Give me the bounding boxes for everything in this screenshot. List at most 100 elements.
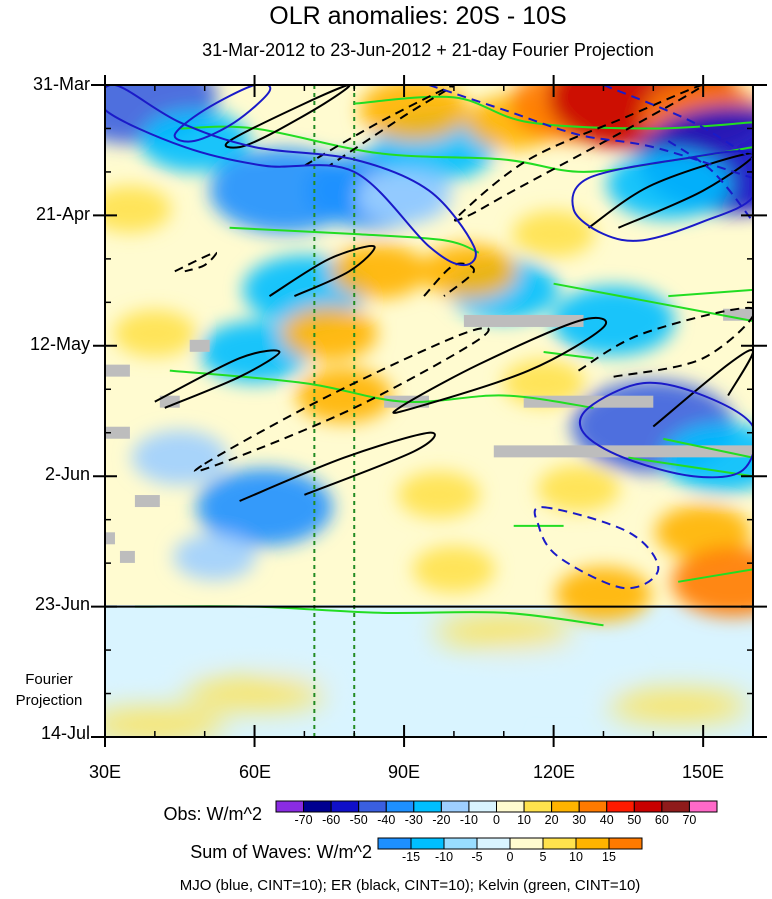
wave-colorbar-label: 10: [569, 850, 583, 864]
kelvin-contour: [543, 351, 594, 360]
olr-anomaly-cell: [331, 244, 428, 299]
obs-colorbar-swatch: [523, 800, 553, 813]
obs-colorbar-swatch: [468, 800, 497, 813]
olr-anomaly-field: [105, 85, 753, 622]
obs-colorbar-swatch: [551, 800, 580, 813]
obs-colorbar-swatch: [330, 800, 360, 813]
obs-colorbar-label: -10: [459, 813, 478, 827]
obs-colorbar-label: 10: [517, 813, 532, 827]
wave-colorbar-label: -15: [401, 850, 421, 864]
obs-colorbar-swatch: [275, 800, 305, 813]
wave-colorbar-swatch: [443, 837, 478, 850]
er-contour: [224, 85, 351, 149]
projection-cell: [359, 689, 499, 722]
projection-cell: [184, 677, 325, 710]
olr-anomaly-cell: [359, 85, 469, 141]
y-tick-label-21-apr: 21-Apr: [35, 204, 90, 224]
obs-colorbar-label: -50: [349, 813, 368, 827]
olr-anomaly-cell: [397, 471, 481, 519]
wave-colorbar-label: 5: [539, 850, 547, 864]
kelvin-contour: [354, 95, 753, 130]
y-tick-label-12-may: 12-May: [29, 334, 90, 354]
plot-frame: [104, 84, 754, 738]
wave-colorbar-label: 0: [506, 850, 514, 864]
er-contour: [239, 431, 436, 502]
obs-colorbar-swatch: [578, 800, 608, 813]
wave-colorbar-label: -10: [434, 850, 454, 864]
obs-colorbar-swatch: [661, 800, 690, 813]
olr-anomaly-cell: [105, 185, 172, 233]
obs-colorbar-title: Obs: W/m^2: [163, 804, 262, 824]
wave-legend-footer: MJO (blue, CINT=10); ER (black, CINT=10)…: [179, 877, 641, 894]
olr-anomaly-cell: [296, 368, 393, 423]
wave-colorbar-swatch: [608, 837, 643, 850]
x-tick-label-90e: 90E: [387, 762, 421, 782]
obs-colorbar-label: 20: [544, 813, 559, 827]
projection-cell: [608, 689, 749, 722]
y-tick-label-14-jul: 14-Jul: [40, 723, 90, 743]
projection-cell: [105, 627, 225, 660]
olr-anomaly-cell: [196, 468, 333, 546]
kelvin-contour: [229, 226, 480, 254]
olr-anomaly-cell: [537, 465, 620, 512]
obs-colorbar-label: 60: [654, 813, 669, 827]
er-contour: [154, 349, 281, 409]
obs-colorbar-swatch: [496, 800, 525, 813]
obs-colorbar-swatch: [385, 800, 415, 813]
olr-anomaly-cell: [671, 546, 753, 617]
wave-colorbar-swatch: [377, 837, 412, 850]
mjo-contour: [105, 85, 477, 267]
obs-colorbar-swatch: [633, 800, 663, 813]
er-contour: [193, 327, 490, 473]
kelvin-contour: [553, 282, 753, 322]
obs-colorbar-label: -20: [432, 813, 451, 827]
olr-anomaly-cell: [131, 430, 228, 485]
obs-colorbar-swatch: [440, 800, 470, 813]
olr-anomaly-cell: [655, 504, 752, 560]
olr-anomaly-cell: [356, 169, 453, 224]
wave-colorbar-label: 15: [602, 850, 616, 864]
missing-data-bar: [105, 426, 130, 439]
olr-anomaly-cell: [502, 359, 585, 407]
projection-cell: [433, 615, 574, 648]
chart-title: OLR anomalies: 20S - 10S: [269, 2, 567, 30]
kelvin-contour: [678, 568, 753, 583]
x-tick-label-60e: 60E: [238, 762, 272, 782]
mjo-contour: [571, 150, 753, 242]
projection-cell: [259, 640, 400, 673]
obs-colorbar-swatch: [688, 800, 718, 813]
wave-colorbar-swatch: [509, 837, 544, 850]
obs-colorbar-swatch: [303, 800, 332, 813]
obs-colorbar-swatch: [358, 800, 387, 813]
missing-data-bar: [463, 314, 584, 327]
mjo-contour: [603, 85, 753, 161]
projection-cell: [483, 652, 624, 685]
er-contour: [174, 251, 217, 273]
obs-colorbar-label: 50: [627, 813, 642, 827]
wave-colorbar-swatch: [575, 837, 610, 850]
wave-colorbar-swatch: [542, 837, 577, 850]
projection-field: [105, 615, 749, 737]
x-tick-label-150e: 150E: [681, 762, 725, 782]
missing-data-bar: [119, 550, 135, 563]
er-contour: [652, 349, 753, 428]
missing-data-bar: [134, 495, 160, 508]
obs-colorbar-swatch: [413, 800, 442, 813]
obs-colorbar-label: -60: [322, 813, 341, 827]
obs-colorbar-label: 0: [493, 813, 500, 827]
wave-colorbar-swatch: [476, 837, 511, 850]
olr-anomaly-cell: [555, 566, 652, 622]
obs-colorbar-label: 30: [572, 813, 587, 827]
chart-subtitle: 31-Mar-2012 to 23-Jun-2012 + 21-day Four…: [202, 40, 654, 60]
projection-cell: [105, 708, 225, 737]
kelvin-contour: [628, 456, 753, 478]
er-contour: [578, 306, 753, 378]
y-tick-label-23-jun: 23-Jun: [34, 594, 90, 614]
wave-colorbar-swatch: [410, 837, 445, 850]
mjo-contour: [578, 381, 753, 479]
missing-data-bar: [493, 445, 753, 458]
er-contour: [453, 85, 705, 222]
kelvin-contour: [668, 288, 753, 298]
olr-anomaly-cell: [173, 533, 256, 581]
